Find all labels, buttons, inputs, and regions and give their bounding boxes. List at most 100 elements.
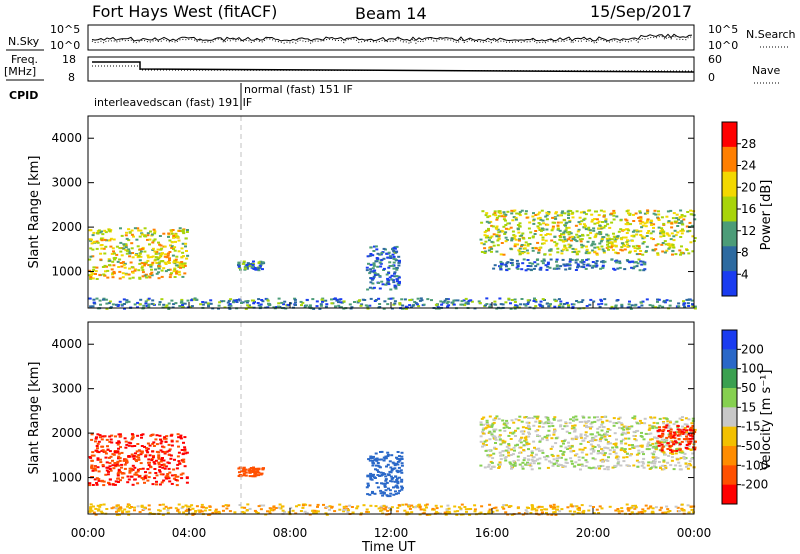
velocity-cell — [388, 507, 391, 509]
power-cell — [649, 221, 653, 224]
power-cell — [556, 251, 560, 254]
velocity-cell — [608, 449, 612, 452]
power-cell — [375, 248, 379, 251]
velocity-cell — [473, 504, 477, 507]
velocity-cell — [482, 423, 485, 426]
power-cell — [377, 297, 381, 300]
velocity-cell — [631, 444, 634, 446]
power-cell — [566, 210, 570, 213]
velocity-cell — [419, 508, 423, 511]
power-cell — [681, 229, 685, 232]
velocity-cell — [589, 433, 593, 436]
velocity-cell — [384, 478, 388, 481]
velocity-cell — [489, 467, 493, 470]
velocity-cell — [256, 512, 260, 514]
power-cell — [513, 301, 517, 303]
velocity-cell — [498, 465, 501, 468]
velocity-cell — [592, 506, 595, 508]
velocity-cell — [601, 458, 605, 461]
velocity-cell — [489, 432, 493, 435]
velocity-cell — [587, 509, 591, 512]
velocity-cell — [490, 433, 494, 436]
power-cell — [555, 258, 559, 261]
velocity-cell — [693, 446, 697, 449]
velocity-cell — [400, 462, 404, 465]
power-cell — [136, 306, 139, 309]
velocity-cell — [583, 424, 587, 427]
power-cell — [102, 273, 106, 276]
velocity-cell — [112, 506, 116, 509]
power-cell — [602, 210, 606, 213]
power-cell — [178, 229, 182, 232]
power-cell — [548, 233, 552, 236]
velocity-cell — [628, 426, 632, 429]
power-cell — [160, 269, 164, 272]
velocity-cell — [124, 458, 128, 461]
power-cell — [651, 249, 655, 252]
velocity-cell — [90, 509, 94, 512]
velocity-cell — [677, 431, 681, 434]
velocity-cell — [479, 421, 483, 424]
power-cell — [588, 264, 592, 267]
velocity-cell — [95, 482, 99, 484]
velocity-cell — [587, 416, 591, 419]
power-cell — [639, 230, 643, 233]
velocity-cell — [505, 426, 509, 429]
velocity-cell — [159, 438, 162, 441]
velocity-cell — [545, 434, 549, 437]
power-cell — [601, 266, 605, 269]
velocity-cell — [488, 438, 492, 441]
power-cell — [554, 212, 558, 215]
velocity-cell — [243, 470, 247, 473]
velocity-cell — [612, 443, 616, 445]
power-cell — [509, 302, 512, 305]
velocity-cell — [659, 436, 663, 439]
velocity-cell — [164, 465, 168, 468]
velocity-cell — [620, 447, 624, 450]
power-cell — [488, 305, 492, 308]
velocity-cell — [315, 510, 319, 513]
velocity-cell — [244, 468, 248, 471]
power-cell — [89, 247, 93, 250]
velocity-cell — [238, 504, 242, 506]
velocity-cell — [89, 508, 93, 511]
power-cell — [677, 305, 681, 308]
power-cell — [582, 266, 586, 269]
velocity-cell — [272, 508, 276, 511]
velocity-cell — [606, 465, 610, 468]
power-cell — [315, 305, 319, 308]
power-cell — [244, 267, 247, 270]
velocity-cell — [115, 513, 119, 516]
power-cell — [482, 243, 486, 246]
power-cell — [562, 236, 566, 239]
velocity-cell — [652, 460, 655, 462]
velocity-cell — [204, 506, 208, 509]
power-cell — [418, 299, 422, 302]
velocity-cell — [400, 488, 404, 491]
power-cell — [665, 215, 669, 218]
velocity-cell — [115, 441, 119, 444]
velocity-cell — [117, 464, 120, 467]
velocity-cell — [139, 453, 143, 456]
power-cell — [524, 241, 528, 244]
power-cell — [151, 255, 155, 258]
power-cell — [532, 300, 536, 302]
velocity-cell — [606, 441, 610, 444]
power-cell — [173, 276, 177, 278]
velocity-cell — [641, 450, 645, 453]
velocity-cell — [185, 508, 189, 511]
velocity-cell — [628, 465, 631, 467]
velocity-cell — [138, 468, 142, 470]
power-cell — [152, 228, 156, 231]
velocity-cell — [130, 453, 134, 456]
velocity-cell — [377, 465, 381, 468]
velocity-cell — [617, 460, 621, 463]
velocity-cell — [634, 504, 637, 507]
power-cell — [495, 216, 499, 219]
power-cell — [582, 211, 586, 214]
velocity-cell — [624, 437, 627, 440]
velocity-cell — [116, 443, 120, 446]
power-cell — [174, 258, 178, 261]
x-axis-label: Time UT — [361, 540, 415, 554]
power-cell — [143, 262, 147, 265]
